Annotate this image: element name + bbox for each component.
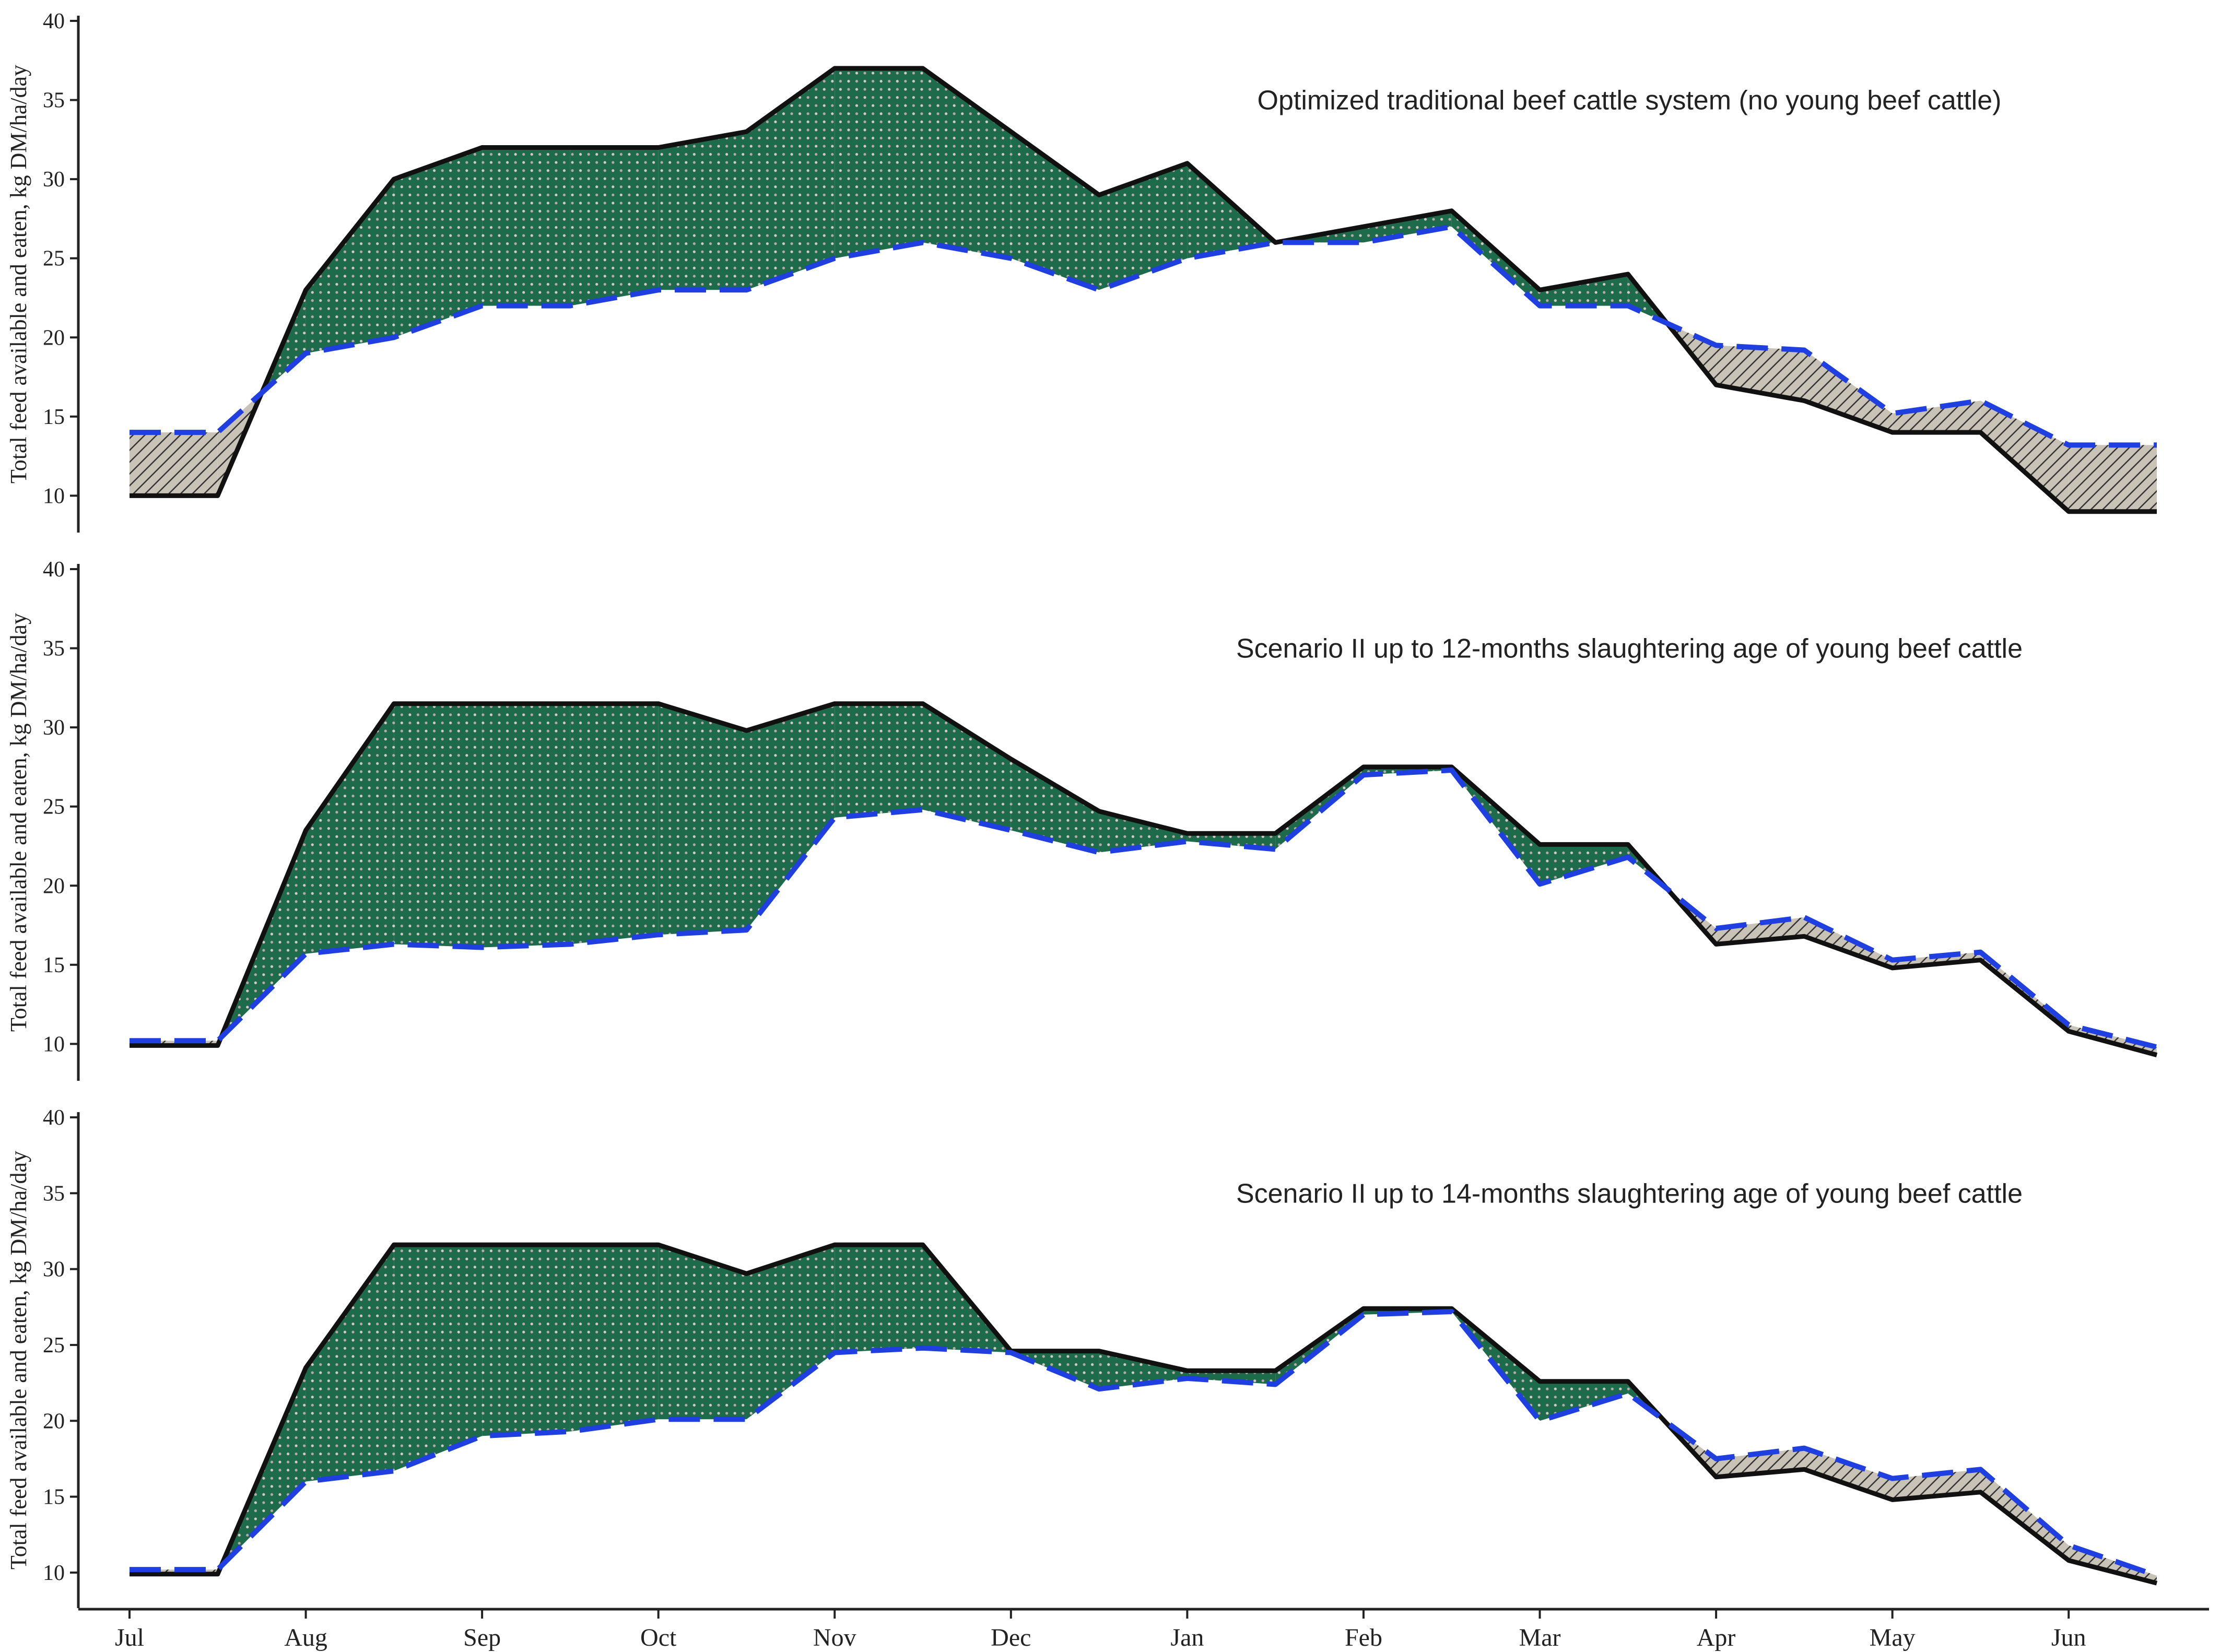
surplus-area-segment <box>306 703 394 954</box>
surplus-area-segment <box>746 68 835 290</box>
x-tick-label-aug: Aug <box>284 1624 327 1651</box>
eaten-feed-line <box>130 1309 2158 1578</box>
surplus-area-segment <box>835 1245 923 1353</box>
y-tick-label: 35 <box>43 1182 65 1206</box>
deficit-area-segment <box>1804 350 1893 433</box>
surplus-area-segment <box>394 147 483 338</box>
y-tick-label: 20 <box>43 874 65 898</box>
panel-title: Scenario II up to 12-months slaughtering… <box>1236 634 2023 664</box>
surplus-area-segment <box>482 1245 570 1436</box>
x-tick-label-jan: Jan <box>1170 1624 1204 1651</box>
y-tick-label: 30 <box>43 716 65 740</box>
surplus-area-segment <box>1187 1371 1276 1385</box>
deficit-area-segment <box>130 432 218 496</box>
y-tick-label: 35 <box>43 637 65 661</box>
surplus-area-segment <box>1364 210 1452 243</box>
surplus-area-segment <box>658 703 747 935</box>
y-tick-label: 40 <box>43 558 65 582</box>
y-tick-label: 40 <box>43 1106 65 1130</box>
surplus-area-segment <box>1011 759 1099 853</box>
surplus-area-segment <box>746 1245 835 1420</box>
y-tick-label: 10 <box>43 1032 65 1056</box>
eaten-feed-line <box>130 224 2157 448</box>
surplus-area-segment <box>835 68 923 258</box>
panel-1: 10 15 20 25 30 35 40 Total feed available and e… <box>6 9 2157 533</box>
available-feed-line <box>130 66 2157 514</box>
surplus-area-segment <box>570 703 659 945</box>
x-tick-label-jun: Jun <box>2051 1624 2086 1651</box>
deficit-area-segment <box>1804 1448 1893 1500</box>
x-tick-label-sep: Sep <box>463 1624 501 1651</box>
surplus-area-segment <box>482 703 570 948</box>
surplus-area-segment <box>923 68 1011 258</box>
y-tick-label: 30 <box>43 168 65 192</box>
x-tick-label-jul: Jul <box>115 1624 144 1651</box>
surplus-area-segment <box>1451 210 1540 306</box>
surplus-area-segment <box>570 1245 659 1432</box>
surplus-area-segment <box>306 1245 394 1482</box>
y-tick-label: 10 <box>43 484 65 508</box>
y-tick-label: 20 <box>43 326 65 350</box>
x-tick-label-apr: Apr <box>1697 1624 1736 1651</box>
x-tick-label-dec: Dec <box>991 1624 1031 1651</box>
eaten-feed-line <box>130 768 2158 1050</box>
y-axis-label: Total feed available and eaten, kg DM/ha… <box>6 65 31 483</box>
surplus-area-segment <box>923 703 1011 831</box>
deficit-area-segment <box>1892 400 1981 433</box>
y-axis-label: Total feed available and eaten, kg DM/ha… <box>6 1151 31 1570</box>
surplus-area-segment <box>1099 163 1188 290</box>
surplus-area-segment <box>1540 274 1628 306</box>
surplus-area-segment <box>1540 1381 1628 1421</box>
y-tick-label: 35 <box>43 89 65 113</box>
surplus-area-segment <box>306 179 394 353</box>
y-axis-label: Total feed available and eaten, kg DM/ha… <box>6 613 31 1032</box>
surplus-area-segment <box>1187 163 1276 258</box>
y-tick-label: 25 <box>43 795 65 819</box>
x-tick-label-may: May <box>1870 1624 1916 1651</box>
panel-3: 10 15 20 25 30 35 40 Total feed available and e… <box>6 1106 2158 1608</box>
surplus-area-segment <box>1099 1351 1188 1389</box>
deficit-area-segment <box>1980 400 2069 512</box>
surplus-area-segment <box>394 703 483 948</box>
y-tick-label: 20 <box>43 1409 65 1433</box>
surplus-area-segment <box>746 703 835 930</box>
x-tick-label-mar: Mar <box>1519 1624 1561 1651</box>
available-feed-line <box>130 1242 2158 1586</box>
y-tick-label: 15 <box>43 405 65 429</box>
x-tick-label-nov: Nov <box>813 1624 856 1651</box>
x-tick-label-oct: Oct <box>640 1624 677 1651</box>
y-tick-label: 25 <box>43 1334 65 1358</box>
y-tick-label: 30 <box>43 1258 65 1282</box>
y-tick-label: 40 <box>43 9 65 33</box>
surplus-area-segment <box>482 147 570 306</box>
y-tick-label: 25 <box>43 247 65 271</box>
surplus-area-segment <box>1540 844 1628 884</box>
panel-2: 10 15 20 25 30 35 40 Total feed available and e… <box>6 558 2158 1081</box>
surplus-area-segment <box>658 132 747 290</box>
panel-title: Optimized traditional beef cattle system… <box>1258 86 2002 116</box>
surplus-area-segment <box>394 1245 483 1471</box>
y-tick-label: 15 <box>43 1485 65 1509</box>
panel-title: Scenario II up to 14-months slaughtering… <box>1236 1178 2023 1209</box>
surplus-area-segment <box>570 147 659 306</box>
deficit-area-segment <box>1980 1469 2069 1561</box>
deficit-area-segment <box>2069 445 2157 512</box>
surplus-area-segment <box>658 1245 747 1420</box>
surplus-area-segment <box>835 703 923 818</box>
x-tick-label-feb: Feb <box>1345 1624 1382 1651</box>
available-feed-line <box>130 701 2158 1057</box>
y-tick-label: 15 <box>43 953 65 977</box>
surplus-area-segment <box>1011 132 1099 290</box>
y-tick-label: 10 <box>43 1561 65 1585</box>
